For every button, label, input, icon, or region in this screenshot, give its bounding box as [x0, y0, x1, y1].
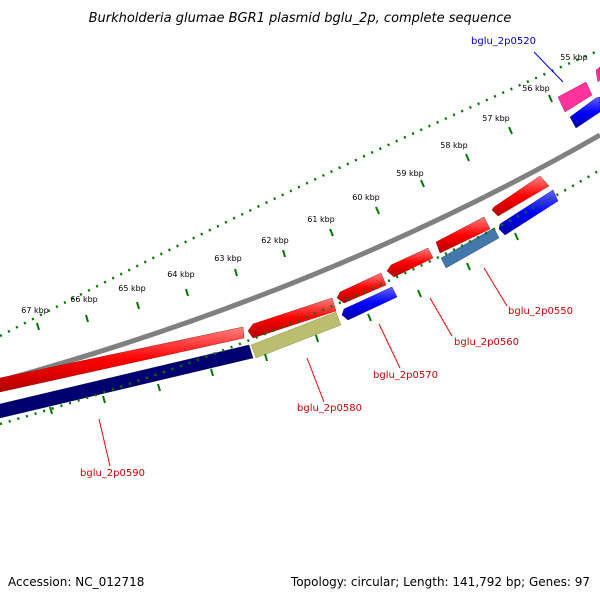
ruler-label: 59 kbp	[396, 169, 424, 178]
inner-ruler-ticks	[49, 232, 519, 415]
gene-label: bglu_2p0590	[80, 468, 145, 479]
inner-ruler-dots	[0, 168, 600, 426]
cds-reverse	[341, 286, 398, 321]
cds-reverse	[440, 227, 500, 269]
gene-label: bglu_2p0580	[297, 403, 362, 414]
ruler-label: 65 kbp	[118, 284, 146, 293]
cds-forward	[0, 326, 245, 393]
ruler-label: 55 kbp	[560, 53, 588, 62]
forward-strand-genes	[0, 66, 600, 393]
cds-forward	[557, 81, 593, 113]
gene-label: bglu_2p0570	[373, 370, 438, 381]
cds-forward	[247, 297, 337, 339]
outer-ruler-ticks	[36, 72, 600, 331]
gene-label: bglu_2p0560	[454, 337, 519, 348]
ruler-label: 61 kbp	[307, 215, 335, 224]
accession-text: Accession: NC_012718	[8, 575, 144, 589]
ruler-label: 67 kbp	[21, 306, 49, 315]
ruler-label: 62 kbp	[261, 236, 289, 245]
cds-forward	[336, 272, 387, 304]
label-leaders	[98, 51, 564, 467]
cds-forward	[595, 66, 600, 83]
ruler-labels: 55 kbp 56 kbp 57 kbp 58 kbp 59 kbp 60 kb…	[21, 53, 588, 315]
backbone-circle	[0, 132, 600, 384]
cds-reverse	[250, 311, 342, 359]
gene-label: bglu_2p0550	[508, 306, 573, 317]
ruler-label: 66 kbp	[70, 295, 98, 304]
ruler-label: 56 kbp	[522, 84, 550, 93]
outer-ruler-dots	[0, 48, 600, 338]
ruler-label: 60 kbp	[352, 193, 380, 202]
cds-forward	[491, 175, 550, 217]
gene-labels: bglu_2p0520 bglu_2p0550 bglu_2p0560 bglu…	[80, 36, 573, 479]
map-title: Burkholderia glumae BGR1 plasmid bglu_2p…	[89, 11, 512, 26]
cds-reverse	[569, 96, 600, 129]
cds-forward	[435, 216, 491, 254]
topology-summary-text: Topology: circular; Length: 141,792 bp; …	[290, 575, 590, 589]
gene-label: bglu_2p0520	[471, 36, 536, 47]
ruler-label: 63 kbp	[214, 254, 242, 263]
cds-reverse	[498, 189, 559, 236]
ruler-label: 57 kbp	[482, 114, 510, 123]
cds-forward	[386, 247, 434, 278]
ruler-label: 64 kbp	[167, 270, 195, 279]
ruler-label: 58 kbp	[440, 141, 468, 150]
